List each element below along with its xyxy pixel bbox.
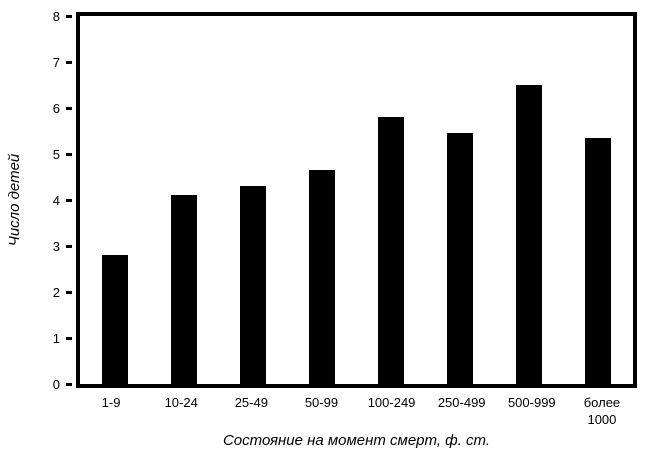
bar — [308, 170, 335, 384]
x-axis-title: Состояние на момент смерт, ф. ст. — [222, 432, 491, 449]
y-tick-mark — [66, 382, 72, 386]
bar-slot — [287, 16, 356, 384]
y-tick-mark — [66, 336, 72, 340]
y-axis: 0 1 2 3 4 5 6 7 8 — [0, 9, 76, 392]
bar — [516, 85, 543, 384]
y-tick-label: 7 — [52, 54, 60, 70]
y-tick-label: 0 — [52, 376, 60, 392]
bar — [239, 186, 266, 384]
bar-slot — [357, 16, 426, 384]
y-tick-mark — [66, 60, 72, 64]
y-tick-mark — [66, 198, 72, 202]
x-axis-labels: 1-9 10-24 25-49 50-99 100-249 250-499 500-999 б… — [76, 394, 637, 428]
y-tick-label: 8 — [52, 8, 60, 24]
y-tick-mark — [66, 244, 72, 248]
y-tick-label: 2 — [52, 284, 60, 300]
y-tick-label: 6 — [52, 100, 60, 116]
bar-slot — [149, 16, 218, 384]
y-tick-mark — [66, 152, 72, 156]
x-tick-label: более 1000 — [583, 395, 621, 427]
y-tick-label: 3 — [52, 238, 60, 254]
y-tick-mark — [66, 106, 72, 110]
y-tick-label: 1 — [52, 330, 60, 346]
y-tick-label: 4 — [52, 192, 60, 208]
plot-area — [76, 12, 637, 388]
bar — [378, 117, 405, 384]
bar-slot — [426, 16, 495, 384]
x-tick-label: 25-49 — [234, 395, 268, 410]
bar-slot — [564, 16, 633, 384]
x-tick-label: 1-9 — [101, 395, 121, 410]
y-tick-mark — [66, 290, 72, 294]
bar — [447, 133, 474, 384]
x-tick-label: 10-24 — [164, 395, 198, 410]
bar — [585, 137, 612, 384]
y-tick-mark — [66, 14, 72, 18]
y-tick-label: 5 — [52, 146, 60, 162]
bar — [101, 255, 128, 384]
x-tick-label: 500-999 — [507, 395, 556, 410]
bar — [170, 195, 197, 384]
bar-slot — [80, 16, 149, 384]
x-tick-label: 50-99 — [304, 395, 339, 410]
bar-slot — [218, 16, 287, 384]
bar-slot — [495, 16, 564, 384]
x-tick-label: 250-499 — [437, 395, 486, 410]
x-tick-label: 100-249 — [367, 395, 416, 410]
